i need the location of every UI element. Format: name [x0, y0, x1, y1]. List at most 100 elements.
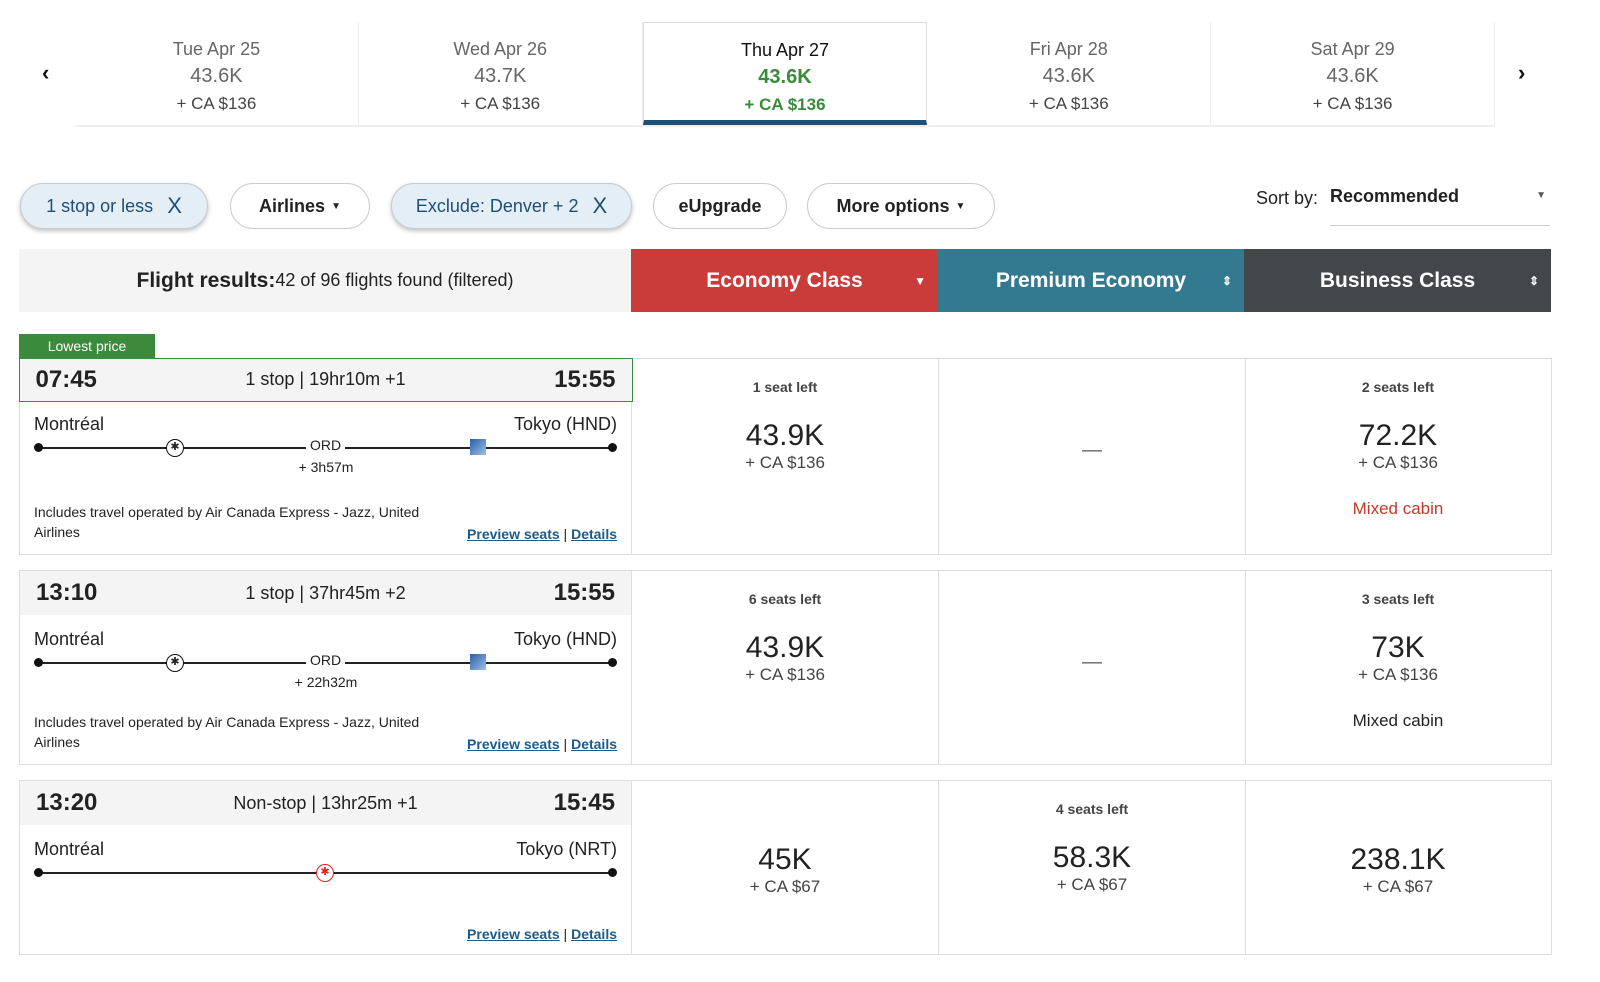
next-dates-chevron-icon[interactable]: › [1518, 60, 1526, 85]
united-logo-icon [470, 654, 486, 670]
flight-info: 13:20 Non-stop | 13hr25m +1 15:45 Montréal… [20, 781, 632, 954]
fare-points: 45K [758, 843, 812, 876]
flight-row: 13:20 Non-stop | 13hr25m +1 15:45 Montréal… [19, 780, 1552, 955]
business-fare-cell[interactable]: 2 seats left 72.2K + CA $136 Mixed cabin [1245, 359, 1552, 554]
business-fare-cell[interactable]: 3 seats left 73K + CA $136 Mixed cabin [1245, 571, 1552, 764]
results-label: Flight results: [136, 268, 276, 292]
fare-points: 238.1K [1350, 843, 1446, 876]
eupgrade-button[interactable]: eUpgrade [653, 183, 787, 229]
fare-points: 58.3K [1052, 841, 1132, 874]
sort-icon: ⇕ [1221, 273, 1232, 288]
fare-points: 72.2K [1358, 419, 1438, 452]
economy-fare-cell[interactable]: 6 seats left 43.9K + CA $136 [632, 571, 939, 764]
link-separator: | [563, 926, 568, 942]
flight-info: 13:10 1 stop | 37hr45m +2 15:55 Montréal To… [20, 571, 632, 764]
link-separator: | [563, 736, 568, 752]
arrival-time: 15:55 [554, 365, 616, 393]
stop-airport: ORD [306, 437, 346, 453]
details-link[interactable]: Details [571, 526, 617, 542]
premium-label: Premium Economy [995, 268, 1187, 292]
details-link[interactable]: Details [571, 736, 617, 752]
departure-time: 13:10 [36, 579, 98, 606]
date-tax: + CA $136 [744, 95, 826, 114]
origin-city: Montréal [34, 414, 105, 434]
date-tab[interactable]: Thu Apr 27 43.6K + CA $136 [642, 22, 928, 125]
airlines-filter-button[interactable]: Airlines ▼ [230, 183, 370, 229]
fare-points: 73K [1371, 631, 1425, 664]
date-tab[interactable]: Tue Apr 25 43.6K + CA $136 [75, 22, 359, 125]
date-tab[interactable]: Wed Apr 26 43.7K + CA $136 [359, 22, 643, 125]
economy-fare-cell[interactable]: 45K + CA $67 [632, 781, 939, 954]
route-diagram: ✱ ORD + 22h32m [34, 650, 617, 690]
mixed-cabin-note: Mixed cabin [1352, 711, 1444, 730]
premium-fare-cell[interactable]: — [939, 359, 1246, 554]
caret-down-icon: ▼ [955, 200, 966, 212]
economy-class-header[interactable]: Economy Class ▼ [631, 249, 938, 312]
close-icon[interactable]: X [167, 193, 182, 218]
date-points: 43.6K [1042, 65, 1095, 87]
origin-dot [34, 658, 43, 667]
premium-fare-cell[interactable]: 4 seats left 58.3K + CA $67 [939, 781, 1246, 954]
premium-fare-cell[interactable]: — [939, 571, 1246, 764]
sort-value: Recommended [1330, 186, 1460, 206]
no-availability-dash: — [1082, 651, 1102, 673]
origin-city: Montréal [34, 629, 105, 649]
no-availability-dash: — [1082, 439, 1102, 461]
operated-by-note: Includes travel operated by Air Canada E… [34, 714, 420, 750]
results-summary: Flight results: 42 of 96 flights found (f… [19, 249, 631, 312]
economy-fare-cell[interactable]: 1 seat left 43.9K + CA $136 [632, 359, 939, 554]
date-label: Sat Apr 29 [1310, 39, 1395, 59]
business-fare-cell[interactable]: 238.1K + CA $67 [1245, 781, 1552, 954]
fare-tax: + CA $136 [745, 453, 825, 472]
destination-city: Tokyo (HND) [513, 414, 617, 434]
flight-times-bar: 13:10 1 stop | 37hr45m +2 15:55 [20, 571, 631, 615]
preview-seats-link[interactable]: Preview seats [467, 926, 560, 942]
origin-dot [34, 868, 43, 877]
seats-left: 4 seats left [1055, 801, 1129, 817]
date-tab[interactable]: Sat Apr 29 43.6K + CA $136 [1211, 22, 1495, 125]
premium-economy-header[interactable]: Premium Economy ⇕ [938, 249, 1244, 312]
seats-left: 1 seat left [752, 379, 818, 395]
more-options-label: More options [836, 195, 950, 216]
destination-dot [608, 868, 617, 877]
layover-duration: + 22h32m [294, 674, 358, 690]
destination-dot [608, 443, 617, 452]
flight-times-bar: 07:45 1 stop | 19hr10m +1 15:55 [18, 357, 633, 402]
air-canada-logo-icon: ✱ [166, 654, 184, 672]
destination-city: Tokyo (NRT) [516, 839, 617, 859]
lowest-price-badge: Lowest price [19, 334, 155, 358]
caret-down-icon: ▼ [1536, 190, 1546, 201]
flight-row: 13:10 1 stop | 37hr45m +2 15:55 Montréal To… [19, 570, 1552, 765]
destination-city: Tokyo (HND) [513, 629, 617, 649]
flight-summary: Non-stop | 13hr25m +1 [233, 792, 418, 813]
close-icon[interactable]: X [592, 193, 608, 218]
date-tab[interactable]: Fri Apr 28 43.6K + CA $136 [927, 22, 1212, 125]
date-label: Tue Apr 25 [172, 39, 261, 59]
route-diagram: ✱ ORD + 3h57m [34, 435, 617, 475]
air-canada-logo-icon: ✱ [166, 439, 184, 457]
origin-city: Montréal [34, 839, 105, 859]
seats-left: 6 seats left [748, 591, 822, 607]
preview-seats-link[interactable]: Preview seats [467, 526, 560, 542]
airlines-label: Airlines [259, 195, 326, 216]
united-logo-icon [470, 439, 486, 455]
fare-points: 43.9K [745, 419, 825, 452]
details-link[interactable]: Details [571, 926, 617, 942]
sort-select[interactable]: Recommended ▼ [1330, 186, 1550, 226]
fare-points: 43.9K [745, 631, 825, 664]
air-canada-logo-icon: ✱ [316, 864, 334, 882]
date-points: 43.6K [758, 66, 812, 88]
preview-seats-link[interactable]: Preview seats [467, 736, 560, 752]
more-options-button[interactable]: More options ▼ [807, 183, 995, 229]
date-tax: + CA $136 [176, 94, 257, 113]
link-separator: | [563, 526, 568, 542]
exclude-filter-chip[interactable]: Exclude: Denver + 2 X [391, 183, 632, 229]
stops-filter-chip[interactable]: 1 stop or less X [20, 183, 208, 229]
fare-tax: + CA $67 [1056, 875, 1128, 894]
date-points: 43.6K [1326, 65, 1379, 87]
fare-tax: + CA $136 [745, 665, 825, 684]
prev-dates-chevron-icon[interactable]: ‹ [42, 60, 50, 85]
date-points: 43.6K [190, 65, 243, 87]
seats-left: 3 seats left [1361, 591, 1435, 607]
business-class-header[interactable]: Business Class ⇕ [1244, 249, 1551, 312]
